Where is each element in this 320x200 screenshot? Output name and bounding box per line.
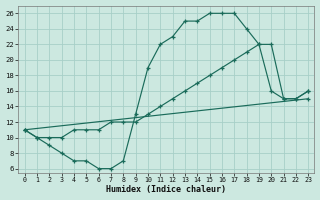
X-axis label: Humidex (Indice chaleur): Humidex (Indice chaleur)	[107, 185, 227, 194]
